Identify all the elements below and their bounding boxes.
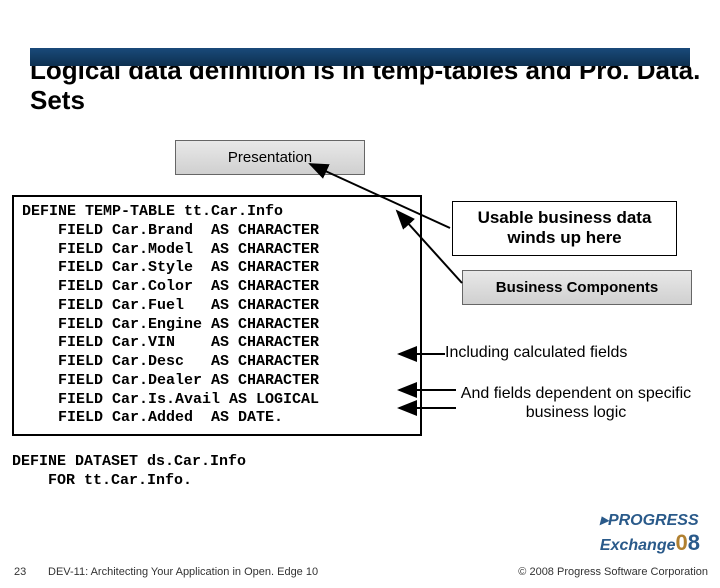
code-field-0: FIELD Car.Brand AS CHARACTER — [22, 222, 319, 239]
copyright: © 2008 Progress Software Corporation — [518, 566, 708, 578]
presentation-box: Presentation — [175, 140, 365, 175]
code-field-9: FIELD Car.Is.Avail AS LOGICAL — [22, 391, 319, 408]
code-block: DEFINE TEMP-TABLE tt.Car.Info FIELD Car.… — [12, 195, 422, 436]
title-underline — [30, 48, 690, 66]
code-define-line: DEFINE TEMP-TABLE tt.Car.Info — [22, 203, 283, 220]
callout-usable-data: Usable business data winds up here — [452, 201, 677, 256]
callout-dependent: And fields dependent on specific busines… — [456, 384, 696, 422]
slide-number: 23 — [14, 566, 26, 578]
business-components-box: Business Components — [462, 270, 692, 305]
code-field-4: FIELD Car.Fuel AS CHARACTER — [22, 297, 319, 314]
callout-calculated: Including calculated fields — [445, 344, 627, 362]
footer: 23 DEV-11: Architecting Your Application… — [0, 556, 720, 578]
code-field-2: FIELD Car.Style AS CHARACTER — [22, 259, 319, 276]
code-field-1: FIELD Car.Model AS CHARACTER — [22, 241, 319, 258]
logo: ▸PROGRESS Exchange08 — [600, 510, 700, 556]
code-field-3: FIELD Car.Color AS CHARACTER — [22, 278, 319, 295]
dataset-code: DEFINE DATASET ds.Car.Info FOR tt.Car.In… — [12, 453, 246, 491]
code-field-8: FIELD Car.Dealer AS CHARACTER — [22, 372, 319, 389]
footer-title: DEV-11: Architecting Your Application in… — [48, 566, 318, 578]
code-field-6: FIELD Car.VIN AS CHARACTER — [22, 334, 319, 351]
code-field-10: FIELD Car.Added AS DATE. — [22, 409, 283, 426]
code-field-7: FIELD Car.Desc AS CHARACTER — [22, 353, 319, 370]
code-field-5: FIELD Car.Engine AS CHARACTER — [22, 316, 319, 333]
